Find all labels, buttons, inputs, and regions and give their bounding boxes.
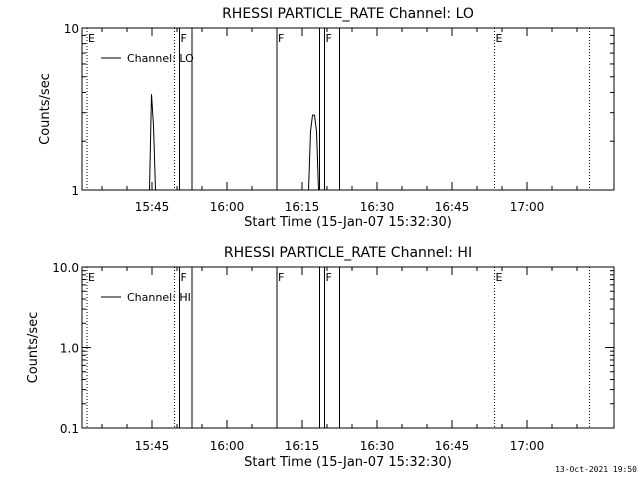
panel2-marker-label: F <box>278 271 284 284</box>
panel1-ylabel: Counts/sec <box>38 73 53 145</box>
panel1-xlabel: Start Time (15-Jan-07 15:32:30) <box>244 215 452 230</box>
panel2-ytick-label: 0.1 <box>60 422 79 436</box>
panel1-xtick-label: 15:45 <box>135 200 170 214</box>
panel2-marker-label: F <box>181 271 187 284</box>
panel1-xtick-label: 17:00 <box>510 200 545 214</box>
panel1-marker-label: E <box>88 32 95 45</box>
panel1-marker-label: E <box>496 32 503 45</box>
panel1-ytick-label: 10 <box>64 22 79 36</box>
panel1-xtick-label: 16:30 <box>360 200 395 214</box>
panel1-xtick-label: 16:15 <box>285 200 320 214</box>
panel1-xtick-label: 16:45 <box>435 200 470 214</box>
panel1-marker-label: F <box>181 32 187 45</box>
panel2-ylabel: Counts/sec <box>26 312 41 384</box>
panel2-xlabel: Start Time (15-Jan-07 15:32:30) <box>244 455 452 470</box>
panel1-legend-label: Channel: LO <box>127 52 194 65</box>
panel2-xtick-label: 16:00 <box>210 439 245 453</box>
panel2-marker-label: E <box>496 271 503 284</box>
generation-stamp: 13-Oct-2021 19:50 <box>555 465 637 474</box>
panel2-xtick-label: 16:15 <box>285 439 320 453</box>
panel2-marker-label: F <box>326 271 332 284</box>
panel2-xtick-label: 16:30 <box>360 439 395 453</box>
panel1-xtick-label: 16:00 <box>210 200 245 214</box>
panel1-marker-label: F <box>278 32 284 45</box>
panel2-legend-label: Channel: HI <box>127 291 191 304</box>
panel2-ytick-label: 10.0 <box>52 261 79 275</box>
panel1-plot-frame <box>81 27 615 191</box>
panel2-marker-label: E <box>88 271 95 284</box>
panel2-xtick-label: 17:00 <box>510 439 545 453</box>
panel1-series-line <box>149 94 156 191</box>
panel1-series-line <box>308 114 319 191</box>
panel2-ytick-label: 1.0 <box>60 342 79 356</box>
panel1-title: RHESSI PARTICLE_RATE Channel: LO <box>222 6 474 22</box>
panel2-xtick-label: 15:45 <box>135 439 170 453</box>
panel2-title: RHESSI PARTICLE_RATE Channel: HI <box>224 245 472 261</box>
panel1-ytick-label: 1 <box>71 184 79 198</box>
panel2-xtick-label: 16:45 <box>435 439 470 453</box>
panel1-marker-label: F <box>326 32 332 45</box>
